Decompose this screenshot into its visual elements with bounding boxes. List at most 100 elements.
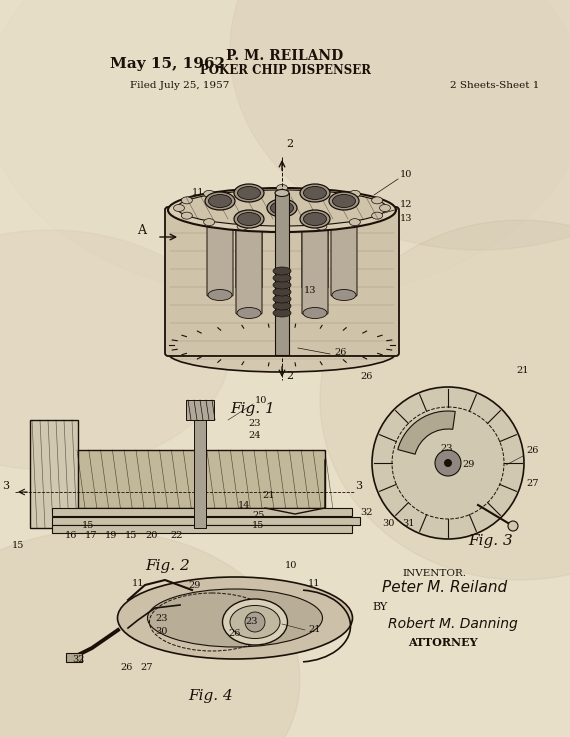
Text: 21: 21: [262, 491, 275, 500]
Ellipse shape: [209, 195, 231, 208]
Text: 23: 23: [248, 419, 260, 428]
Text: 31: 31: [402, 519, 414, 528]
Ellipse shape: [237, 282, 261, 293]
Ellipse shape: [245, 612, 265, 632]
Ellipse shape: [273, 267, 291, 275]
Wedge shape: [398, 411, 455, 454]
Text: 14: 14: [238, 501, 250, 510]
Text: 10: 10: [255, 396, 267, 405]
Ellipse shape: [273, 302, 291, 310]
Text: 23: 23: [245, 617, 258, 626]
Bar: [75, 450, 325, 508]
Circle shape: [435, 450, 461, 476]
Text: 13: 13: [400, 214, 413, 223]
Ellipse shape: [173, 204, 185, 212]
Bar: [52, 517, 360, 525]
FancyBboxPatch shape: [236, 224, 262, 314]
Ellipse shape: [177, 190, 387, 226]
Text: A: A: [137, 224, 146, 237]
Text: Peter M. Reiland: Peter M. Reiland: [382, 580, 507, 595]
Text: P. M. REILAND: P. M. REILAND: [226, 49, 344, 63]
Text: 15: 15: [125, 531, 137, 540]
Text: 10: 10: [400, 170, 412, 179]
Text: 21: 21: [308, 625, 320, 634]
Ellipse shape: [303, 186, 327, 200]
Ellipse shape: [222, 599, 287, 645]
Text: Robert M. Danning: Robert M. Danning: [388, 617, 518, 631]
Bar: [52, 525, 352, 533]
Text: 26: 26: [120, 663, 132, 672]
Ellipse shape: [0, 530, 300, 737]
Bar: [66, 653, 82, 662]
Ellipse shape: [273, 274, 291, 282]
Text: POKER CHIP DISPENSER: POKER CHIP DISPENSER: [200, 64, 370, 77]
Text: ATTORNEY: ATTORNEY: [408, 637, 478, 648]
Text: 27: 27: [140, 663, 153, 672]
Text: 29: 29: [188, 581, 201, 590]
Text: 15: 15: [12, 541, 25, 550]
Text: Fig. 1: Fig. 1: [230, 402, 275, 416]
Ellipse shape: [237, 186, 248, 193]
Circle shape: [372, 387, 524, 539]
Text: Fig. 2: Fig. 2: [145, 559, 190, 573]
FancyBboxPatch shape: [302, 198, 328, 288]
Ellipse shape: [238, 212, 260, 226]
Ellipse shape: [276, 184, 287, 192]
Ellipse shape: [234, 184, 264, 202]
Bar: [186, 400, 214, 420]
Bar: [52, 508, 352, 516]
Ellipse shape: [300, 184, 330, 202]
Ellipse shape: [349, 219, 360, 226]
Ellipse shape: [205, 192, 235, 210]
Text: 2: 2: [286, 371, 293, 381]
FancyBboxPatch shape: [302, 224, 328, 314]
Ellipse shape: [332, 290, 356, 301]
Text: 2: 2: [286, 139, 293, 149]
Ellipse shape: [181, 197, 192, 204]
Ellipse shape: [271, 201, 294, 214]
Text: 10: 10: [285, 561, 298, 570]
Ellipse shape: [267, 199, 297, 217]
Text: 11: 11: [192, 188, 205, 197]
Ellipse shape: [276, 225, 287, 231]
Text: 25: 25: [252, 511, 264, 520]
Text: May 15, 1962: May 15, 1962: [110, 57, 225, 71]
Text: Fig. 3: Fig. 3: [468, 534, 513, 548]
Text: 3: 3: [2, 481, 9, 491]
Ellipse shape: [275, 189, 289, 197]
Text: 19: 19: [105, 531, 117, 540]
Ellipse shape: [303, 282, 327, 293]
Text: 29: 29: [462, 460, 474, 469]
Text: Fig. 4: Fig. 4: [188, 689, 233, 703]
Text: 23: 23: [155, 614, 168, 623]
FancyBboxPatch shape: [331, 206, 357, 296]
Text: 16: 16: [65, 531, 78, 540]
Text: 27: 27: [526, 479, 539, 488]
Ellipse shape: [0, 230, 230, 470]
Text: Filed July 25, 1957: Filed July 25, 1957: [130, 81, 229, 90]
Ellipse shape: [230, 0, 570, 250]
Ellipse shape: [372, 197, 382, 204]
Ellipse shape: [181, 212, 192, 219]
Text: 26: 26: [334, 348, 347, 357]
Text: 22: 22: [170, 531, 182, 540]
Text: 12: 12: [400, 200, 413, 209]
Ellipse shape: [203, 219, 215, 226]
Text: 30: 30: [382, 519, 394, 528]
Ellipse shape: [303, 212, 327, 226]
Text: 15: 15: [252, 521, 264, 530]
Ellipse shape: [349, 190, 360, 198]
Ellipse shape: [168, 188, 396, 232]
Ellipse shape: [320, 220, 570, 580]
Ellipse shape: [234, 210, 264, 228]
Text: 21: 21: [516, 366, 528, 375]
Ellipse shape: [273, 281, 291, 289]
FancyBboxPatch shape: [236, 198, 262, 288]
Ellipse shape: [372, 212, 382, 219]
Ellipse shape: [208, 290, 232, 301]
Text: 3: 3: [355, 481, 362, 491]
Ellipse shape: [237, 223, 248, 230]
Text: 32: 32: [360, 508, 373, 517]
Ellipse shape: [329, 192, 359, 210]
Ellipse shape: [230, 606, 280, 638]
